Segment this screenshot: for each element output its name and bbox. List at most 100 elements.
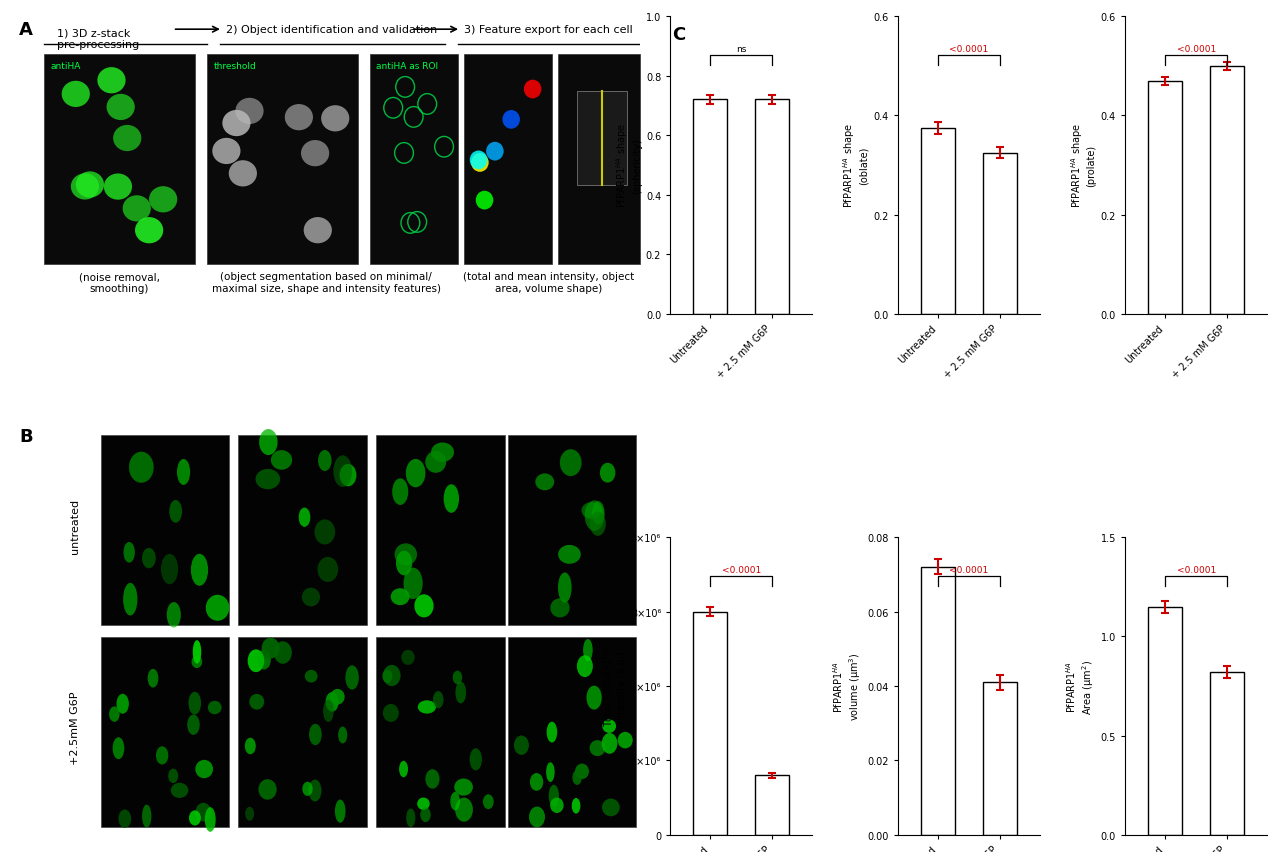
Ellipse shape bbox=[575, 763, 589, 780]
Ellipse shape bbox=[134, 218, 164, 244]
Ellipse shape bbox=[305, 670, 317, 682]
Ellipse shape bbox=[335, 800, 346, 823]
Ellipse shape bbox=[515, 735, 529, 755]
Bar bbox=[44, 55, 195, 264]
Ellipse shape bbox=[558, 573, 572, 603]
Ellipse shape bbox=[591, 502, 604, 525]
Ellipse shape bbox=[321, 106, 349, 132]
Ellipse shape bbox=[403, 568, 422, 599]
Ellipse shape bbox=[261, 638, 279, 659]
Ellipse shape bbox=[577, 655, 593, 677]
Ellipse shape bbox=[470, 152, 488, 170]
Ellipse shape bbox=[330, 689, 344, 705]
Ellipse shape bbox=[76, 172, 104, 199]
Bar bbox=[694, 101, 727, 314]
Ellipse shape bbox=[549, 785, 559, 807]
Ellipse shape bbox=[142, 548, 156, 568]
Ellipse shape bbox=[392, 479, 408, 505]
Ellipse shape bbox=[123, 583, 137, 616]
Bar bbox=[508, 637, 636, 826]
Ellipse shape bbox=[301, 141, 329, 167]
Ellipse shape bbox=[236, 99, 264, 125]
Ellipse shape bbox=[586, 686, 602, 710]
Ellipse shape bbox=[584, 639, 593, 661]
Ellipse shape bbox=[302, 782, 312, 796]
Bar bbox=[1148, 607, 1183, 835]
Ellipse shape bbox=[590, 740, 605, 757]
Bar bbox=[465, 55, 552, 264]
Ellipse shape bbox=[247, 649, 264, 672]
Y-axis label: PfPARP1$^{HA}$ shape
(sphericity): PfPARP1$^{HA}$ shape (sphericity) bbox=[614, 124, 641, 208]
Ellipse shape bbox=[189, 810, 201, 826]
Ellipse shape bbox=[317, 451, 332, 471]
Ellipse shape bbox=[229, 161, 257, 187]
Ellipse shape bbox=[383, 665, 401, 687]
Ellipse shape bbox=[315, 520, 335, 544]
Ellipse shape bbox=[417, 700, 436, 714]
Ellipse shape bbox=[113, 126, 141, 152]
Ellipse shape bbox=[456, 682, 466, 704]
Ellipse shape bbox=[346, 665, 358, 690]
Text: threshold: threshold bbox=[214, 62, 256, 71]
Bar bbox=[207, 55, 357, 264]
Ellipse shape bbox=[246, 807, 255, 820]
Bar bbox=[755, 775, 790, 835]
Ellipse shape bbox=[524, 81, 541, 100]
Text: 2) Object identification and validation: 2) Object identification and validation bbox=[227, 25, 438, 35]
Bar bbox=[376, 435, 504, 625]
Y-axis label: PfPARP1$^{HA}$
volume (μm$^3$): PfPARP1$^{HA}$ volume (μm$^3$) bbox=[831, 652, 863, 721]
Ellipse shape bbox=[338, 727, 347, 744]
Ellipse shape bbox=[339, 464, 356, 486]
Ellipse shape bbox=[590, 512, 605, 536]
Ellipse shape bbox=[196, 803, 211, 821]
Ellipse shape bbox=[192, 656, 202, 668]
Ellipse shape bbox=[188, 692, 201, 715]
Ellipse shape bbox=[317, 557, 338, 582]
Ellipse shape bbox=[193, 641, 201, 664]
Bar bbox=[558, 55, 640, 264]
Ellipse shape bbox=[600, 463, 616, 483]
Ellipse shape bbox=[547, 763, 554, 782]
Ellipse shape bbox=[406, 809, 416, 827]
Ellipse shape bbox=[113, 737, 124, 759]
Ellipse shape bbox=[444, 485, 460, 513]
Ellipse shape bbox=[547, 722, 557, 743]
Ellipse shape bbox=[207, 701, 221, 714]
Ellipse shape bbox=[271, 451, 292, 470]
Ellipse shape bbox=[256, 469, 280, 490]
Ellipse shape bbox=[147, 669, 159, 688]
Ellipse shape bbox=[104, 175, 132, 200]
Ellipse shape bbox=[298, 508, 310, 527]
Ellipse shape bbox=[417, 797, 430, 810]
Ellipse shape bbox=[223, 111, 251, 137]
Ellipse shape bbox=[109, 706, 119, 722]
Ellipse shape bbox=[535, 474, 554, 491]
Ellipse shape bbox=[303, 218, 332, 244]
Text: <0.0001: <0.0001 bbox=[948, 45, 988, 55]
Ellipse shape bbox=[308, 780, 321, 802]
Y-axis label: PfPARP1$^{HA}$ shape
(oblate): PfPARP1$^{HA}$ shape (oblate) bbox=[842, 124, 869, 208]
Text: (object segmentation based on minimal/
maximal size, shape and intensity feature: (object segmentation based on minimal/ m… bbox=[211, 272, 440, 293]
Ellipse shape bbox=[156, 746, 169, 764]
Ellipse shape bbox=[399, 761, 408, 777]
Ellipse shape bbox=[581, 503, 602, 519]
Ellipse shape bbox=[401, 650, 415, 665]
Ellipse shape bbox=[244, 738, 256, 754]
Ellipse shape bbox=[433, 691, 444, 709]
Ellipse shape bbox=[394, 544, 417, 566]
Ellipse shape bbox=[61, 82, 90, 108]
Bar bbox=[376, 637, 504, 826]
Ellipse shape bbox=[325, 692, 339, 712]
Ellipse shape bbox=[129, 452, 154, 483]
Y-axis label: PfPARP1$^{HA}$ shape
(prolate): PfPARP1$^{HA}$ shape (prolate) bbox=[1069, 124, 1097, 208]
Text: <0.0001: <0.0001 bbox=[1176, 566, 1216, 575]
Ellipse shape bbox=[123, 196, 151, 222]
Ellipse shape bbox=[70, 174, 99, 200]
Ellipse shape bbox=[572, 798, 580, 814]
Text: B: B bbox=[19, 427, 33, 445]
Ellipse shape bbox=[483, 794, 494, 809]
Ellipse shape bbox=[420, 808, 431, 822]
Ellipse shape bbox=[406, 459, 425, 487]
Ellipse shape bbox=[603, 719, 616, 733]
Ellipse shape bbox=[453, 671, 462, 684]
